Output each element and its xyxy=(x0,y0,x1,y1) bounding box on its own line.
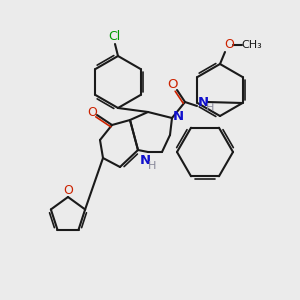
Text: O: O xyxy=(168,79,178,92)
Text: N: N xyxy=(172,110,184,122)
Text: CH₃: CH₃ xyxy=(242,40,262,50)
Text: H: H xyxy=(148,161,156,171)
Text: N: N xyxy=(140,154,151,167)
Text: N: N xyxy=(197,95,208,109)
Text: O: O xyxy=(63,184,73,196)
Text: H: H xyxy=(206,103,214,113)
Text: O: O xyxy=(87,106,97,118)
Text: O: O xyxy=(224,38,234,52)
Text: Cl: Cl xyxy=(108,29,120,43)
